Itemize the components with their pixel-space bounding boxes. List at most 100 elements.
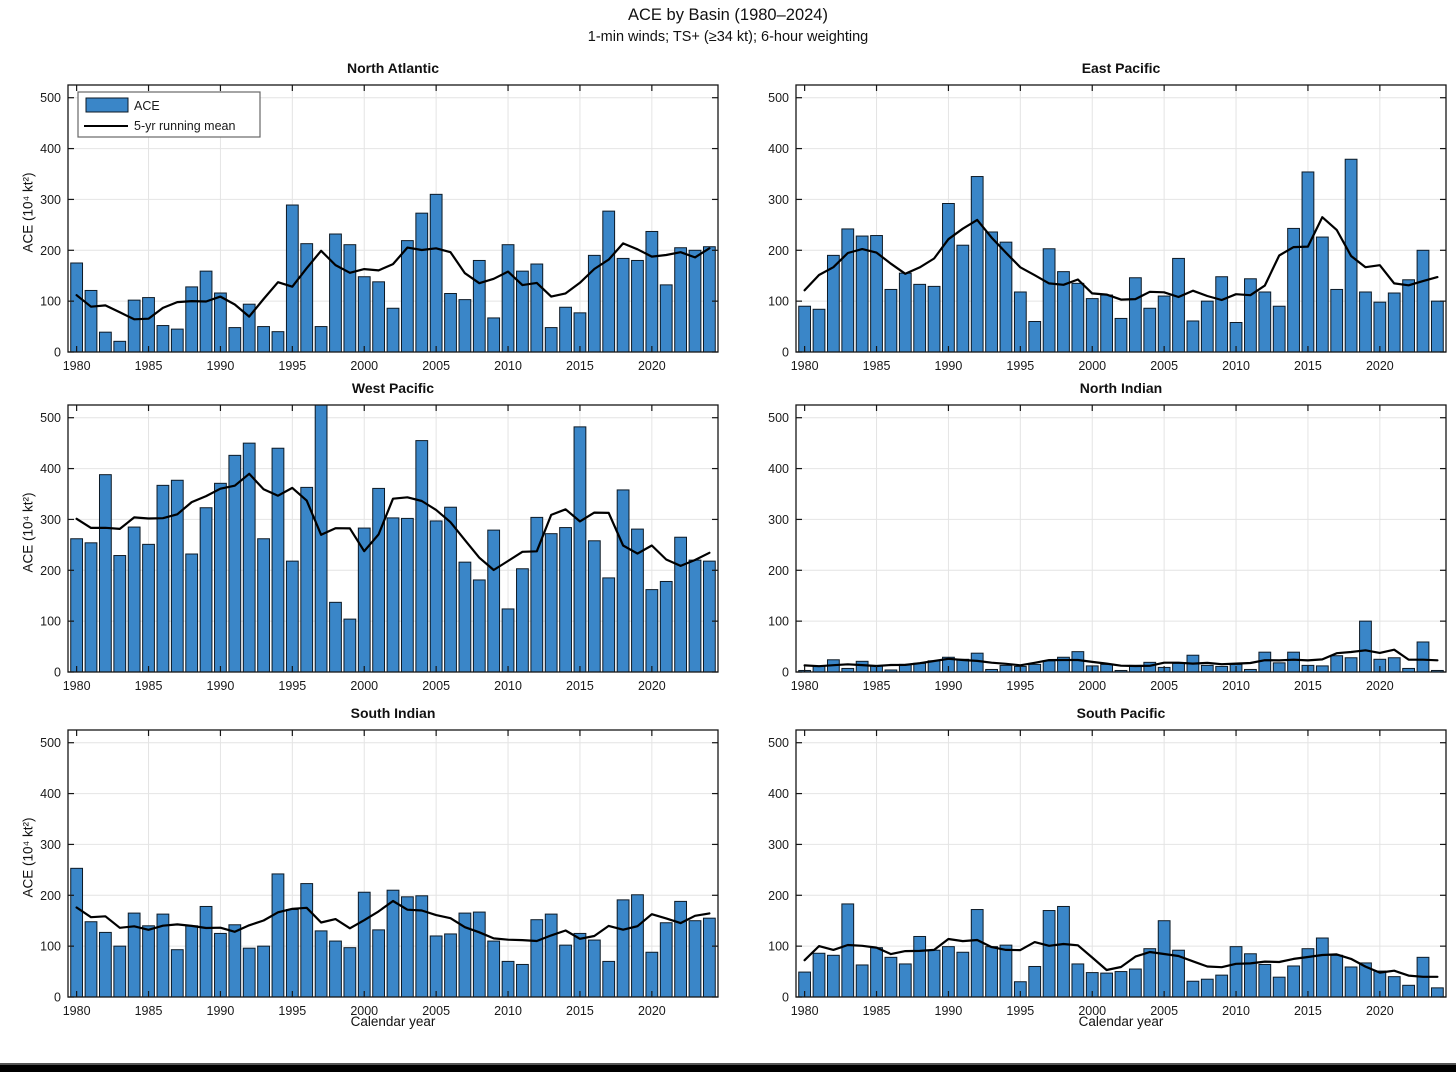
x-tick-label: 1995 bbox=[278, 1004, 306, 1018]
ace-bar bbox=[1315, 937, 1329, 998]
ace-bar bbox=[1301, 171, 1315, 353]
subplot-title-south-pacific: South Pacific bbox=[1076, 705, 1166, 721]
ace-bar bbox=[1013, 291, 1027, 353]
x-tick-label: 2015 bbox=[1294, 679, 1322, 693]
ace-bar bbox=[1128, 968, 1142, 998]
x-tick-label: 2010 bbox=[494, 679, 522, 693]
ace-bar bbox=[645, 951, 659, 998]
ace-bar bbox=[84, 921, 98, 998]
ace-bar bbox=[1028, 965, 1042, 998]
ace-bar bbox=[228, 327, 242, 353]
y-tick-label: 0 bbox=[782, 666, 789, 680]
ace-bar bbox=[271, 447, 285, 673]
legend-line-label: 5-yr running mean bbox=[134, 119, 235, 133]
ace-bar bbox=[999, 241, 1013, 353]
ace-bar bbox=[544, 533, 558, 673]
ace-bar bbox=[70, 262, 84, 353]
ace-bar bbox=[913, 283, 927, 353]
y-tick-label: 100 bbox=[768, 940, 789, 954]
y-tick-label: 500 bbox=[768, 736, 789, 750]
x-tick-label: 2020 bbox=[1366, 679, 1394, 693]
ace-bar bbox=[587, 540, 601, 673]
y-tick-label: 400 bbox=[768, 142, 789, 156]
x-tick-label: 1990 bbox=[935, 1004, 963, 1018]
x-tick-label: 1980 bbox=[63, 679, 91, 693]
ace-bar bbox=[228, 924, 242, 998]
ace-bar bbox=[400, 517, 414, 673]
ace-bar bbox=[1387, 976, 1401, 998]
ace-bar bbox=[841, 903, 855, 998]
y-tick-label: 200 bbox=[768, 244, 789, 258]
x-tick-label: 1980 bbox=[63, 359, 91, 373]
x-tick-label: 2000 bbox=[350, 359, 378, 373]
x-tick-label: 2020 bbox=[638, 679, 666, 693]
ace-bar bbox=[602, 210, 616, 353]
y-tick-label: 500 bbox=[40, 91, 61, 105]
ace-bar bbox=[1258, 291, 1272, 353]
ace-bar bbox=[1315, 236, 1329, 353]
legend-bar-swatch bbox=[85, 97, 129, 113]
ace-bar bbox=[1157, 920, 1171, 998]
x-tick-label: 2010 bbox=[1222, 679, 1250, 693]
ace-bar bbox=[343, 618, 357, 673]
ace-bar bbox=[357, 891, 371, 998]
subplot-west-pacific: 0 100 200 300 400 500 1980 1985 1990 1995 2000 2005… bbox=[40, 404, 719, 693]
ace-bars bbox=[70, 867, 716, 998]
ace-bar bbox=[1416, 641, 1430, 673]
ace-bar bbox=[214, 292, 227, 353]
ace-bar bbox=[400, 240, 414, 353]
ace-bar bbox=[357, 276, 371, 353]
ace-bar bbox=[1215, 974, 1229, 998]
ace-bar bbox=[702, 246, 716, 353]
y-tick-label: 500 bbox=[768, 91, 789, 105]
y-tick-label: 300 bbox=[40, 838, 61, 852]
ace-bar bbox=[1373, 301, 1387, 353]
x-tick-label: 1980 bbox=[791, 1004, 819, 1018]
ace-bar bbox=[1272, 662, 1286, 673]
ace-bar bbox=[702, 560, 716, 673]
running-mean-line bbox=[803, 648, 1439, 668]
ace-bar bbox=[329, 940, 342, 998]
ace-bar bbox=[688, 559, 702, 673]
x-tick-label: 2000 bbox=[1078, 1004, 1106, 1018]
subplot-south-indian: 0 100 200 300 400 500 1980 1985 1990 1995 2000 2005… bbox=[40, 729, 719, 1018]
ace-bar bbox=[429, 193, 443, 353]
ace-bar bbox=[516, 963, 529, 998]
ace-bar bbox=[429, 935, 443, 998]
ace-bar bbox=[645, 230, 659, 353]
ace-bar bbox=[1402, 279, 1416, 353]
xlabel-left: Calendar year bbox=[350, 1014, 436, 1029]
x-tick-label: 2015 bbox=[566, 1004, 594, 1018]
y-tick-label: 300 bbox=[768, 838, 789, 852]
ace-bar bbox=[444, 506, 457, 673]
ace-bar bbox=[970, 909, 984, 998]
y-tick-label: 0 bbox=[782, 346, 789, 360]
ace-bar bbox=[559, 527, 572, 673]
ace-bar bbox=[1200, 978, 1214, 998]
ace-bar bbox=[285, 560, 299, 673]
x-tick-label: 2010 bbox=[1222, 1004, 1250, 1018]
ace-bar bbox=[826, 954, 840, 998]
ace-bar bbox=[185, 553, 199, 673]
ace-bar bbox=[674, 900, 688, 998]
ace-bar bbox=[798, 305, 812, 353]
ace-bar bbox=[1244, 953, 1257, 998]
ace-bar bbox=[970, 176, 984, 353]
y-tick-label: 200 bbox=[40, 889, 61, 903]
tick-labels: 0 100 200 300 400 500 1980 1985 1990 1995 2000 2005… bbox=[768, 91, 1394, 373]
ace-bar bbox=[271, 873, 285, 998]
ace-bar bbox=[702, 917, 716, 998]
x-tick-label: 2005 bbox=[422, 1004, 450, 1018]
axis-box bbox=[67, 729, 719, 998]
running-mean-line bbox=[75, 472, 711, 572]
ace-bar bbox=[70, 538, 84, 673]
ace-bar bbox=[985, 231, 998, 353]
y-tick-label: 0 bbox=[782, 991, 789, 1005]
x-tick-label: 2005 bbox=[1150, 679, 1178, 693]
ace-bar bbox=[1042, 248, 1056, 353]
ace-bar bbox=[257, 538, 270, 673]
figure-title: ACE by Basin (1980–2024) bbox=[628, 6, 828, 24]
ace-bar bbox=[285, 909, 299, 998]
x-tick-label: 2015 bbox=[566, 679, 594, 693]
ace-bar bbox=[185, 286, 199, 353]
